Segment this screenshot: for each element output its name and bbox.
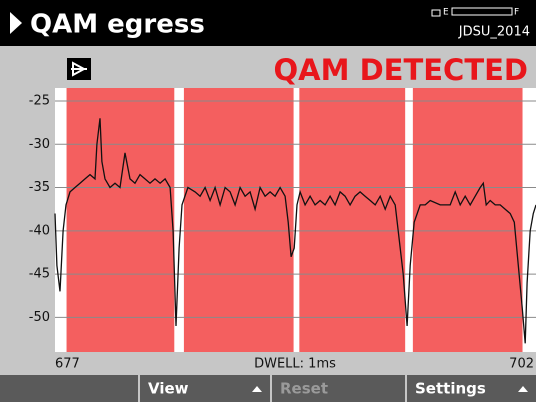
channel-band	[183, 88, 294, 352]
softkey-arrow	[252, 386, 262, 392]
y-tick-label: -40	[29, 223, 50, 238]
status-text: QAM DETECTED	[274, 53, 528, 87]
status-icon-glyph	[71, 61, 87, 77]
y-tick-label: -45	[29, 267, 50, 282]
softkey-label: Settings	[415, 380, 486, 398]
y-tick-label: -35	[29, 180, 50, 195]
channel-band	[66, 88, 175, 352]
softkey-arrow	[518, 386, 528, 392]
softkey-label: Reset	[280, 380, 328, 398]
softkey[interactable]	[407, 375, 536, 402]
x-tick-label: 702	[509, 357, 534, 372]
header-arrow	[10, 12, 22, 34]
channel-band	[299, 88, 406, 352]
battery-left: E	[443, 8, 449, 18]
battery-cap	[431, 9, 441, 17]
softkey[interactable]	[140, 375, 270, 402]
y-tick-label: -25	[29, 93, 50, 108]
softkey-label: View	[148, 380, 189, 398]
device-name: JDSU_2014	[458, 25, 530, 40]
header-title: QAM egress	[30, 10, 205, 40]
trace	[54, 118, 536, 344]
y-tick-label: -50	[29, 310, 50, 325]
softkey-blank[interactable]	[0, 375, 138, 402]
plot: -25 -30 -35 -40 -45 -50 677 702 DWELL: 1ms	[29, 88, 536, 372]
x-tick-label: 677	[55, 357, 80, 372]
dwell-label: DWELL: 1ms	[254, 357, 336, 372]
header-bar	[0, 0, 536, 46]
battery-right: F	[514, 8, 519, 18]
softkeys: View Reset Settings	[0, 375, 536, 402]
channel-band	[412, 88, 523, 352]
y-tick-label: -30	[29, 137, 50, 152]
battery-gauge	[451, 7, 513, 16]
softkey	[272, 375, 405, 402]
